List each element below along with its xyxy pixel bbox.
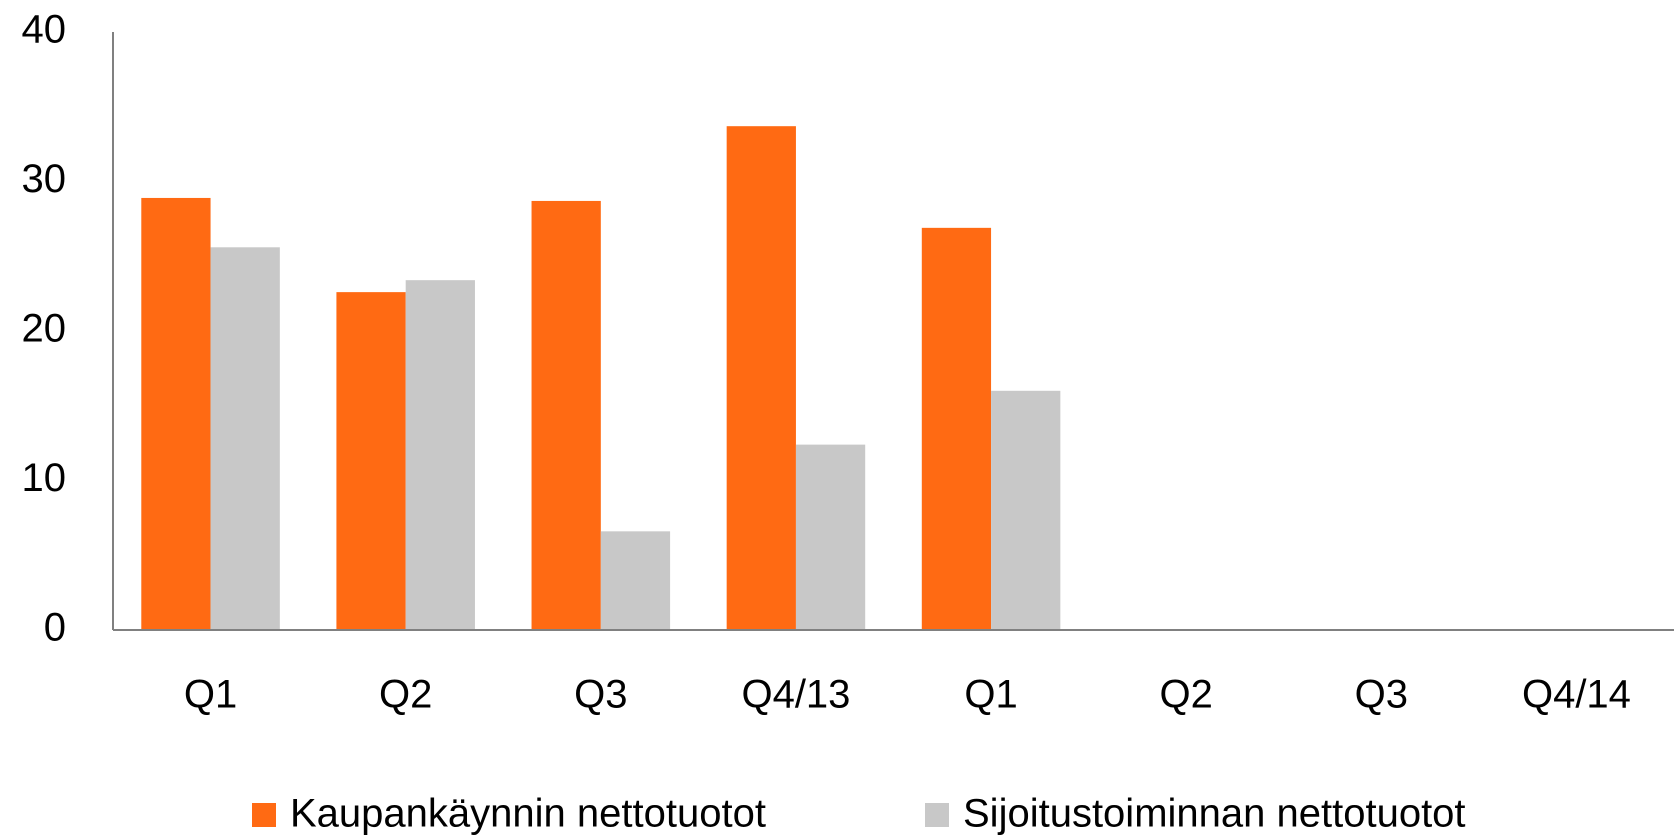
legend-label: Sijoitustoiminnan nettotuotot [963,792,1466,836]
y-tick-label: 0 [44,606,66,650]
bar [531,200,601,630]
x-tick-label: Q1 [184,673,237,717]
y-tick-label: 20 [22,307,67,351]
bar [921,227,992,630]
x-tick-label: Q4/14 [1522,673,1631,717]
x-tick-label: Q1 [964,673,1017,717]
x-tick-label: Q3 [1355,673,1408,717]
legend-swatch [252,803,276,827]
bar [405,280,475,630]
y-tick-label: 30 [22,157,67,201]
bar [141,197,211,630]
x-tick-label: Q2 [379,673,432,717]
bar [726,126,796,630]
bar [336,292,406,630]
bar [600,531,671,630]
x-tick-label: Q2 [1160,673,1213,717]
bar [210,247,280,630]
y-tick-label: 40 [22,8,67,52]
legend-label: Kaupankäynnin nettotuotot [290,792,766,836]
legend-swatch [925,803,949,827]
y-tick-label: 10 [22,456,67,500]
bar [795,444,866,630]
bar [991,390,1061,630]
x-tick-label: Q3 [574,673,627,717]
x-tick-label: Q4/13 [741,673,850,717]
